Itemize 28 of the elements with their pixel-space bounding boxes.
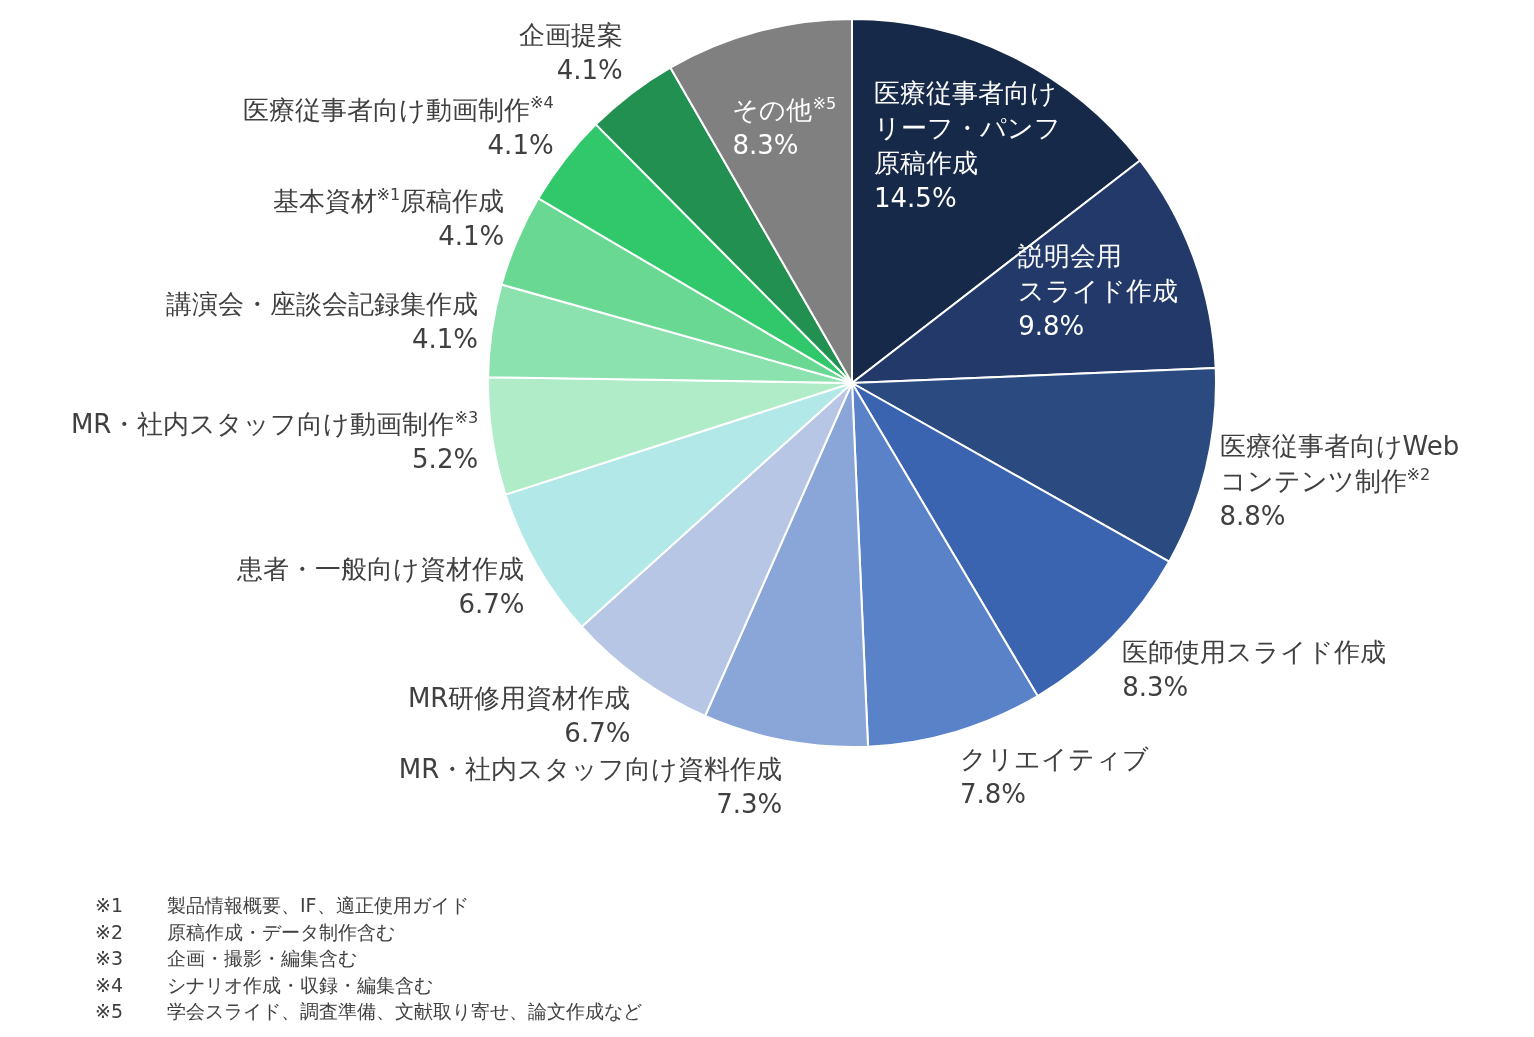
text: ※3 企画・撮影・編集含む	[95, 947, 357, 969]
slice-label: クリエイティブ	[959, 744, 1149, 775]
data-label: 8.3%	[732, 130, 799, 161]
slice-label: 医療従事者向けリーフ・パンフ原稿作成	[874, 78, 1062, 178]
data-label: 4.1%	[411, 323, 478, 354]
data-label: 4.1%	[487, 129, 554, 160]
data-label: 4.1%	[556, 54, 623, 85]
text: ※1 製品情報概要、IF、適正使用ガイド	[95, 894, 469, 916]
slice-label: 医師使用スライド作成	[1122, 637, 1387, 668]
text: ※4 シナリオ作成・収録・編集含む	[95, 973, 433, 996]
data-label: 9.8%	[1018, 311, 1085, 342]
slice-label: 企画提案	[518, 19, 623, 50]
slice-label: 説明会用スライド作成	[1018, 241, 1179, 307]
slice-label: 患者・一般向け資材作成	[236, 554, 525, 585]
slice-label: 講演会・座談会記録集作成	[165, 288, 478, 319]
text: ※5 学会スライド、調査準備、文献取り寄せ、論文作成など	[95, 1000, 642, 1022]
slice-label: MR研修用資材作成	[407, 682, 631, 713]
data-label: 8.3%	[1122, 672, 1189, 703]
data-label: 5.2%	[412, 444, 479, 475]
data-label: 14.5%	[874, 183, 957, 213]
data-label: 6.7%	[458, 589, 525, 620]
data-label: 7.8%	[959, 779, 1027, 810]
text: ※2 原稿作成・データ制作含む	[95, 920, 395, 943]
data-label: 7.3%	[716, 789, 783, 820]
slice-label: MR・社内スタッフ向け資料作成	[398, 754, 783, 785]
data-label: 4.1%	[438, 221, 505, 252]
data-label: 8.8%	[1219, 501, 1286, 532]
data-label: 6.7%	[564, 717, 631, 748]
